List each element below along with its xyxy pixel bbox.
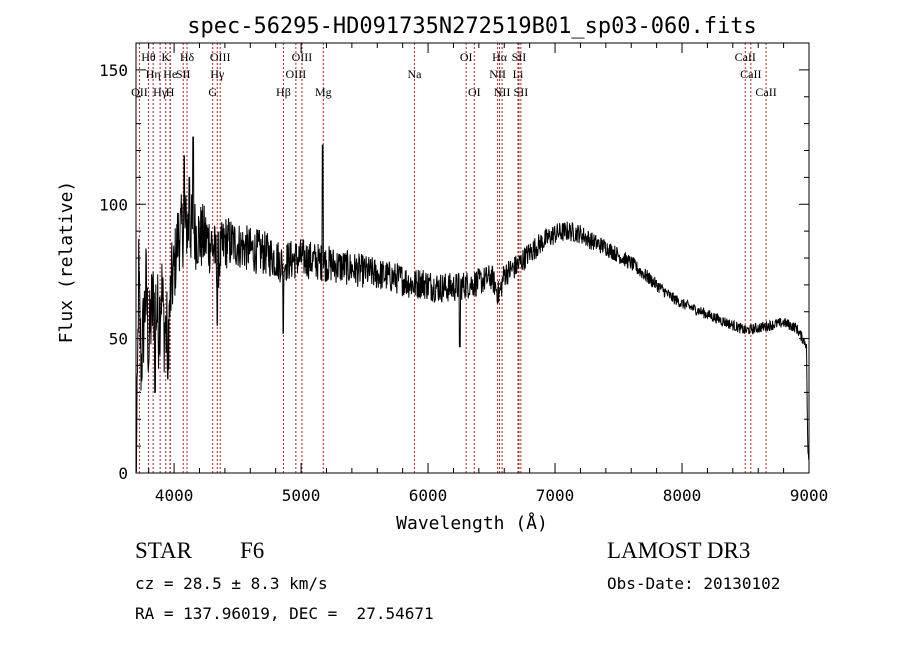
line-label-hβ: Hβ [276, 85, 291, 99]
chart-title: spec-56295-HD091735N272519B01_sp03-060.f… [187, 14, 757, 39]
line-label-hθ: Hθ [141, 50, 156, 64]
x-tick-label: 6000 [409, 486, 448, 505]
y-axis-label: Flux (relative) [56, 181, 77, 344]
line-label-nii: NII [494, 85, 511, 99]
line-label-oii: OII [131, 85, 148, 99]
line-label-hγ: Hγ [210, 67, 225, 81]
line-label-oiii: OIII [286, 67, 307, 81]
line-label-oi: OI [468, 85, 481, 99]
obs-date: Obs-Date: 20130102 [607, 574, 781, 593]
redshift-text: cz = 28.5 ± 8.3 km/s [135, 574, 328, 593]
line-label-sii: SII [514, 85, 529, 99]
x-tick-label: 7000 [536, 486, 575, 505]
y-tick-label: 50 [109, 330, 128, 349]
x-axis: 4000 5000 6000 7000 8000 9000 [148, 43, 829, 505]
y-tick-label: 100 [99, 195, 128, 214]
line-label-g: G [208, 85, 217, 99]
x-tick-label: 8000 [663, 486, 702, 505]
line-label-h: H [166, 85, 175, 99]
line-label-na: Na [407, 67, 422, 81]
y-tick-label: 150 [99, 61, 128, 80]
line-label-caii: CaII [735, 50, 756, 64]
x-tick-label: 4000 [155, 486, 194, 505]
y-axis: 0 50 100 150 [99, 61, 809, 483]
line-label-sii: SII [176, 67, 191, 81]
x-tick-label: 9000 [790, 486, 829, 505]
line-label-nii: NII [489, 67, 506, 81]
line-label-oiii: OIII [292, 50, 313, 64]
y-tick-label: 0 [118, 464, 128, 483]
line-label-oiii: OIII [210, 50, 231, 64]
line-label-li: Li [513, 67, 524, 81]
survey-name: LAMOST DR3 [607, 538, 751, 563]
line-label-hα: Hα [492, 50, 508, 64]
line-label-hδ: Hδ [180, 50, 195, 64]
line-label-oi: OI [460, 50, 473, 64]
object-subclass: F6 [240, 538, 265, 563]
x-axis-label: Wavelength (Å) [396, 512, 548, 534]
line-label-k: K [161, 50, 170, 64]
line-label-caii: CaII [740, 67, 761, 81]
line-label-caii: CaII [755, 85, 776, 99]
line-label-mg: Mg [315, 85, 332, 99]
coordinates-text: RA = 137.96019, DEC = 27.54671 [135, 604, 434, 623]
spectrum-series [135, 136, 810, 473]
line-label-hη: Hη [146, 67, 161, 81]
line-label-hγ: Hγ [153, 85, 168, 99]
line-label-he: He [163, 67, 177, 81]
object-class: STAR [135, 538, 192, 563]
x-tick-label: 5000 [282, 486, 321, 505]
line-label-sii: SII [512, 50, 527, 64]
